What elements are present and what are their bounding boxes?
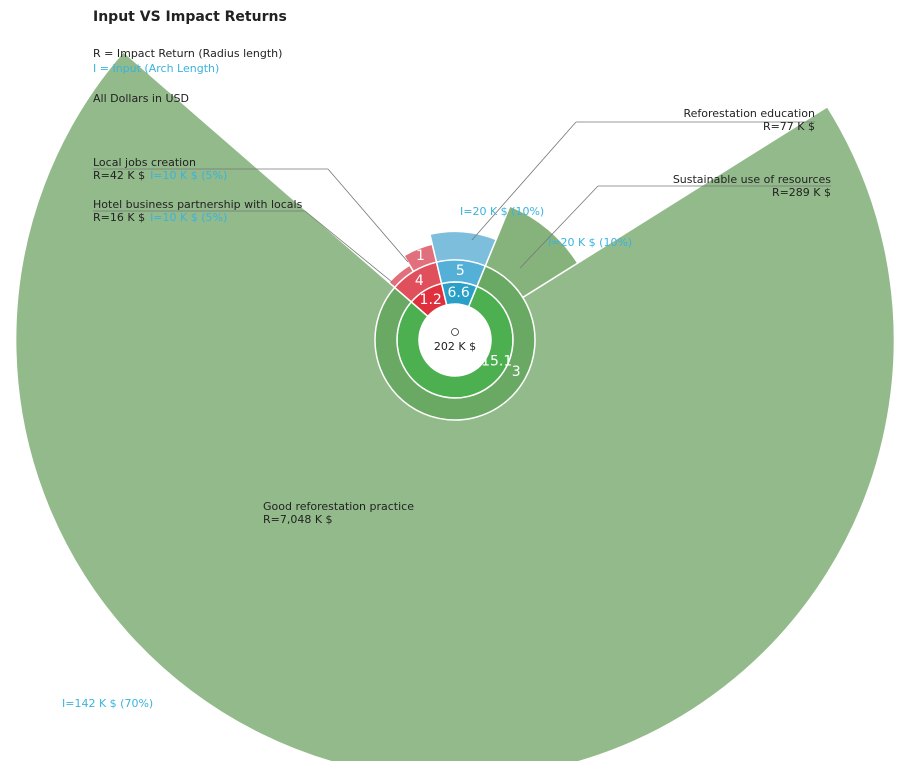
- leader-line: [304, 210, 393, 283]
- ring-label: 5: [456, 263, 465, 279]
- segment-input: I=20 K $ (10%): [460, 205, 544, 218]
- ring-label: 3: [512, 364, 521, 380]
- segment-input: I=142 K $ (70%): [62, 697, 153, 710]
- ring-label: 4: [415, 273, 424, 289]
- leader-line: [327, 168, 409, 263]
- segment-value: R=77 K $: [763, 120, 815, 133]
- ring-label: 15.1: [481, 354, 512, 370]
- center-label: 202 K $: [434, 340, 476, 353]
- segment-input: I=10 K $ (5%): [150, 169, 227, 182]
- leader-line: [519, 185, 599, 269]
- ring-label: 1: [416, 248, 425, 264]
- segment-input: I=20 K $ (10%): [548, 236, 632, 249]
- segment-value: R=42 K $: [93, 169, 145, 182]
- chart-title: Input VS Impact Returns: [93, 9, 287, 25]
- ring: [374, 264, 536, 421]
- segment-input: I=10 K $ (5%): [150, 211, 227, 224]
- ring-label: 6.6: [448, 285, 470, 301]
- legend-arc: I = Input (Arch Length): [93, 62, 219, 75]
- segment-value: R=289 K $: [772, 186, 831, 199]
- labels: Input VS Impact Returns R = Impact Retur…: [62, 9, 831, 710]
- center-disc: [419, 304, 491, 376]
- currency-note: All Dollars in USD: [93, 92, 189, 105]
- segment-value: R=7,048 K $: [263, 513, 333, 526]
- segment-name: Sustainable use of resources: [673, 173, 831, 186]
- segment-name: Local jobs creation: [93, 156, 196, 169]
- segment-name: Reforestation education: [683, 107, 815, 120]
- segment-value: R=16 K $: [93, 211, 145, 224]
- ring-label: 1.2: [420, 292, 442, 308]
- segment-name: Hotel business partnership with locals: [93, 198, 303, 211]
- leader-line: [471, 121, 577, 241]
- center-dot: [451, 328, 459, 336]
- segment-name: Good reforestation practice: [263, 500, 414, 513]
- marks: [14, 50, 896, 761]
- legend-radius: R = Impact Return (Radius length): [93, 47, 282, 60]
